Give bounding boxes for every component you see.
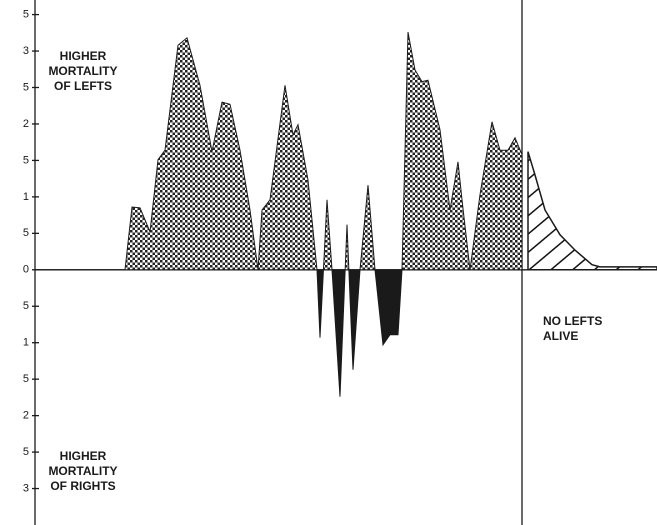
annotation: HIGHER — [60, 449, 107, 463]
y-tick-label: 5 — [23, 373, 29, 385]
annotation: OF LEFTS — [54, 79, 112, 93]
y-tick-label: 3 — [23, 482, 29, 494]
y-tick-label: 1 — [23, 191, 29, 203]
annotation: OF RIGHTS — [50, 479, 115, 493]
area-positive — [35, 31, 523, 270]
y-tick-label: 2 — [23, 118, 29, 130]
y-tick-label: 0 — [23, 264, 29, 276]
y-tick-label: 3 — [23, 45, 29, 57]
y-tick-label: 5 — [23, 300, 29, 312]
annotation: MORTALITY — [48, 64, 117, 78]
y-tick-label: 5 — [23, 8, 29, 20]
annotation: ALIVE — [543, 329, 578, 343]
annotation: HIGHER — [60, 49, 107, 63]
y-tick-label: 5 — [23, 227, 29, 239]
annotation: MORTALITY — [48, 464, 117, 478]
area-hatched — [527, 151, 657, 271]
y-tick-label: 5 — [23, 81, 29, 93]
y-tick-label: 5 — [23, 446, 29, 458]
y-tick-label: 2 — [23, 410, 29, 422]
area-negative — [35, 270, 523, 397]
y-tick-label: 5 — [23, 154, 29, 166]
y-tick-label: 1 — [23, 337, 29, 349]
annotation: NO LEFTS — [543, 314, 602, 328]
